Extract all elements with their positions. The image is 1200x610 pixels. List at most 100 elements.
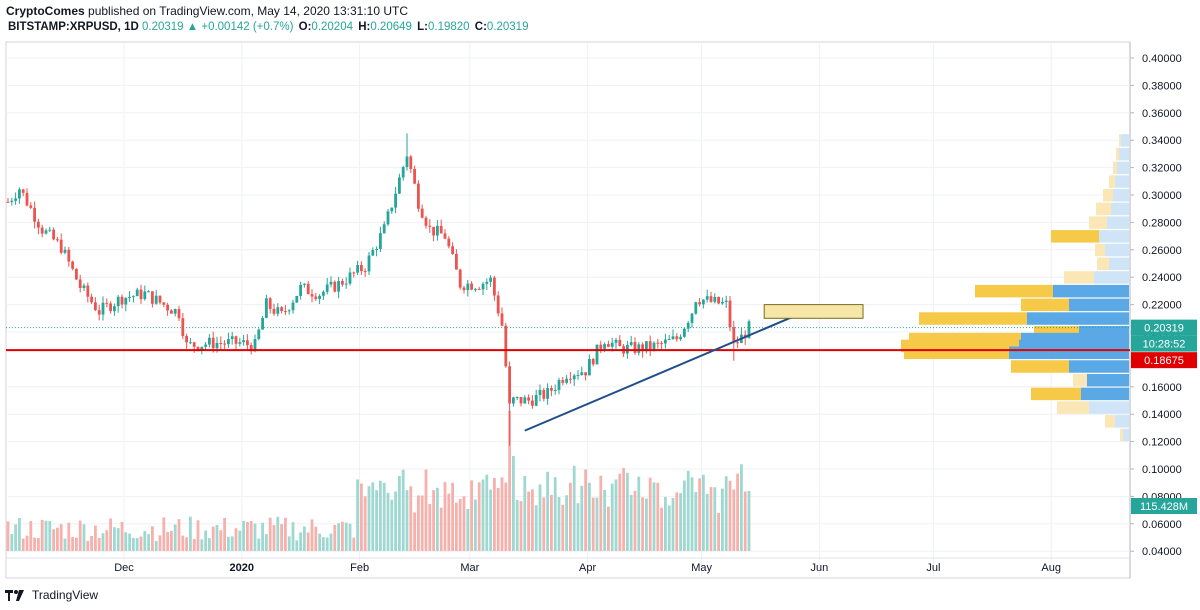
- volume-bar: [18, 518, 21, 551]
- volume-bar: [561, 504, 565, 551]
- price-tick-label: 0.26000: [1142, 245, 1182, 257]
- candle-body: [420, 208, 424, 218]
- time-tick-label: Aug: [1041, 562, 1061, 574]
- candle-body: [132, 296, 135, 298]
- price-tick-label: 0.04000: [1142, 546, 1182, 558]
- volume-bar: [626, 472, 629, 551]
- volume-bar: [139, 536, 143, 551]
- volume-bar: [158, 535, 162, 551]
- candle-body: [37, 221, 40, 228]
- candle-body: [63, 249, 67, 253]
- volume-bar: [97, 538, 101, 551]
- candle-body: [105, 302, 109, 304]
- volume-bar: [595, 497, 599, 551]
- candle-body: [177, 309, 181, 319]
- volume-bar: [401, 469, 405, 551]
- volume-bar: [660, 507, 663, 551]
- candle-body: [52, 229, 55, 240]
- volume-bar: [458, 498, 462, 551]
- candle-body: [470, 283, 473, 290]
- candle-body: [637, 344, 641, 353]
- volume-bar: [67, 522, 71, 551]
- volume-profile-down-bar: [1120, 428, 1123, 442]
- volume-bar: [21, 538, 25, 551]
- volume-bar: [675, 492, 679, 551]
- candle-body: [572, 375, 576, 380]
- volume-bar: [6, 521, 10, 551]
- volume-bar: [622, 468, 625, 551]
- candle-body: [542, 390, 546, 399]
- candle-body: [147, 291, 150, 293]
- volume-bar: [78, 520, 82, 551]
- volume-bar: [629, 494, 633, 551]
- candle-body: [667, 339, 671, 341]
- volume-bar: [527, 491, 530, 551]
- candle-body: [405, 156, 409, 167]
- candle-body: [519, 396, 523, 404]
- candle-body: [417, 183, 420, 209]
- symbol-label[interactable]: BITSTAMP:XRPUSD, 1D: [8, 21, 139, 33]
- volume-bar: [318, 533, 321, 551]
- candle-body: [466, 283, 470, 291]
- volume-bar: [572, 465, 576, 551]
- volume-bar: [705, 493, 709, 551]
- candle-body: [489, 277, 492, 282]
- candle-body: [736, 342, 739, 344]
- volume-bar: [56, 527, 59, 551]
- volume-bar: [375, 490, 378, 551]
- volume-bar: [116, 528, 120, 551]
- volume-bar: [557, 497, 561, 551]
- volume-profile-up-bar: [1119, 147, 1129, 161]
- volume-bar: [249, 521, 253, 551]
- volume-bar: [337, 523, 340, 551]
- candle-body: [591, 359, 595, 365]
- publisher-name[interactable]: CryptoComes: [6, 4, 85, 18]
- candle-body: [219, 342, 223, 344]
- candle-body: [595, 344, 599, 365]
- candle-body: [546, 388, 549, 399]
- volume-bar: [652, 482, 656, 551]
- candle-body: [230, 336, 234, 340]
- volume-bars: [6, 411, 751, 551]
- volume-bar: [40, 519, 44, 551]
- volume-bar: [268, 517, 272, 551]
- volume-bar: [242, 520, 245, 551]
- candle-body: [200, 346, 204, 351]
- volume-bar: [314, 526, 318, 551]
- open-label: O:: [298, 21, 312, 33]
- candle-body: [375, 248, 378, 250]
- time-axis[interactable]: Dec 2020 Feb Mar Apr May Jun Jul Aug: [114, 562, 1061, 574]
- volume-profile-up-bar: [1111, 202, 1129, 216]
- volume-bar: [618, 473, 622, 551]
- volume-bar: [276, 516, 280, 551]
- price-tick-label: 0.14000: [1142, 409, 1182, 421]
- candle-body: [413, 168, 416, 184]
- volume-bar: [44, 520, 48, 551]
- price-axis[interactable]: 0.40000 0.38000 0.36000 0.34000 0.32000 0.300…: [1130, 53, 1197, 558]
- volume-profile-down-bar: [1057, 401, 1089, 414]
- volume-profile-down-bar: [904, 346, 1009, 360]
- candle-body: [101, 302, 105, 315]
- candle-body: [82, 285, 86, 288]
- price-tick-label: 0.22000: [1142, 300, 1182, 312]
- volume-profile-up-bar: [1099, 230, 1129, 243]
- volume-bar: [363, 496, 367, 551]
- candle-body: [151, 291, 154, 304]
- last-price-tag-bg: [1131, 319, 1197, 336]
- candle-body: [90, 296, 93, 303]
- volume-profile-down-bar: [1095, 243, 1105, 257]
- volume-bar: [82, 524, 86, 551]
- candle-body: [652, 342, 656, 350]
- candle-body: [280, 307, 283, 312]
- volume-bar: [185, 537, 188, 551]
- footer: TradingView: [4, 588, 98, 602]
- volume-bar: [303, 526, 306, 551]
- volume-bar: [405, 490, 409, 551]
- candle-body: [154, 295, 158, 304]
- volume-bar: [196, 520, 200, 551]
- time-tick-label: Jun: [811, 562, 829, 574]
- candle-body: [97, 310, 101, 315]
- volume-bar: [398, 475, 401, 551]
- footer-brand[interactable]: TradingView: [32, 588, 99, 602]
